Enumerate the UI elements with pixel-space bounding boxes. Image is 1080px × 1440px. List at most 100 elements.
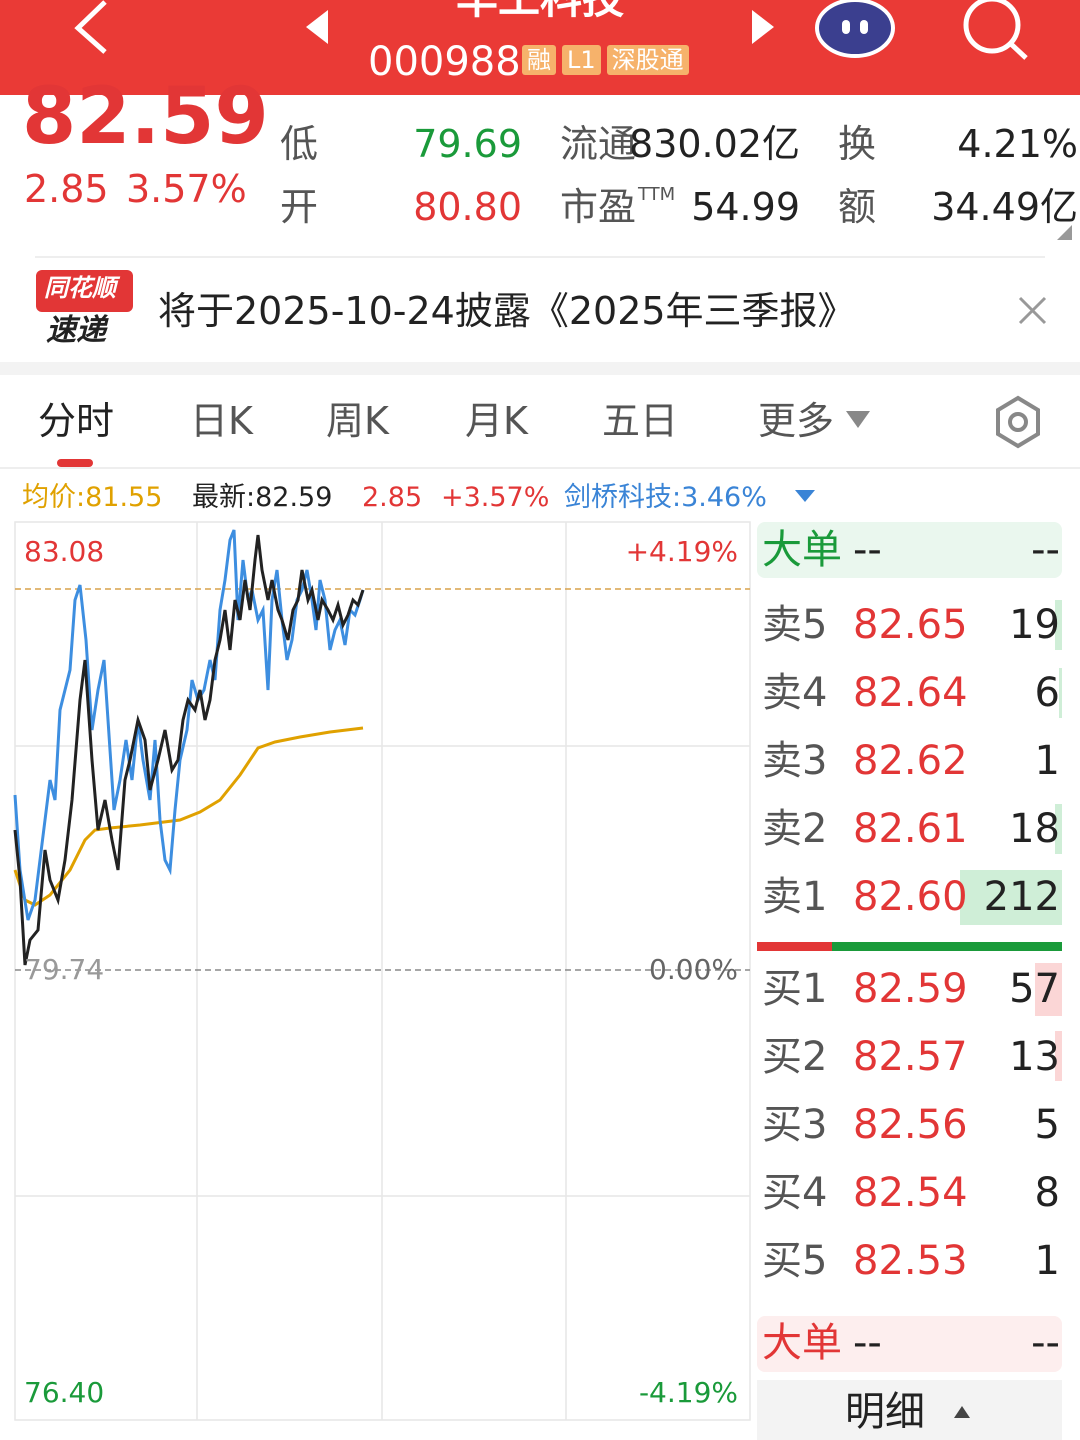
tab[interactable]: 五日 xyxy=(602,399,679,443)
avg-price: 均价:81.55 xyxy=(22,482,163,513)
back-button[interactable] xyxy=(74,0,107,54)
stat-value: 54.99 xyxy=(691,185,800,229)
price-line xyxy=(13,534,365,966)
stat-value: 4.21% xyxy=(957,122,1078,166)
stat-label: 开 xyxy=(280,185,319,229)
ask-volume: 212 xyxy=(983,874,1060,920)
logo-bg xyxy=(36,270,133,312)
big-order-label: 大单 xyxy=(762,1320,842,1366)
detail-arrow xyxy=(954,1406,970,1418)
big-order-price: -- xyxy=(853,527,882,573)
stat-label: 额 xyxy=(838,185,877,229)
detail-button[interactable]: 明细 xyxy=(845,1389,925,1435)
stat-label: 市盈 xyxy=(560,185,637,229)
bid-volume-bars xyxy=(1035,963,1062,1081)
ask-price: 82.61 xyxy=(853,806,968,852)
more-arrow xyxy=(846,411,870,428)
bid-volume: 57 xyxy=(1009,966,1060,1012)
tab[interactable]: 周K xyxy=(326,399,389,443)
ask-volume: 6 xyxy=(1034,670,1060,716)
settings-icon[interactable] xyxy=(996,395,1040,449)
robot-icon[interactable] xyxy=(815,0,895,58)
axis-label: +4.19% xyxy=(625,535,738,568)
ask-label: 卖3 xyxy=(762,738,828,784)
ask-price: 82.64 xyxy=(853,670,968,716)
stat-label: 低 xyxy=(280,122,319,166)
robot-eye xyxy=(842,20,850,34)
ask-label: 卖4 xyxy=(762,670,828,716)
compare-stock[interactable]: 剑桥科技:3.46% xyxy=(564,482,767,513)
tab[interactable]: 分时 xyxy=(38,399,115,443)
close-news[interactable] xyxy=(1018,296,1047,325)
settings-core xyxy=(1008,412,1028,432)
bid-volume: 8 xyxy=(1034,1170,1060,1216)
ask-price: 82.60 xyxy=(853,874,968,920)
tab[interactable]: 更多 xyxy=(758,399,835,443)
tab[interactable]: 日K xyxy=(190,399,253,443)
bid-label: 买5 xyxy=(762,1238,828,1284)
tab-indicator xyxy=(57,459,93,467)
big-order-bg xyxy=(757,1316,1062,1372)
bid-price: 82.57 xyxy=(853,1034,968,1080)
badge: 融 xyxy=(522,45,556,75)
big-order-volume: -- xyxy=(1031,527,1060,573)
bid-label: 买1 xyxy=(762,966,828,1012)
bid-label: 买4 xyxy=(762,1170,828,1216)
stat-label: 流通 xyxy=(560,122,637,166)
stock-name: 华工科技 xyxy=(0,0,1080,20)
ask-price: 82.65 xyxy=(853,602,968,648)
badge: L1 xyxy=(562,45,601,75)
stat-label: 换 xyxy=(838,122,877,166)
ask-volume: 19 xyxy=(1009,602,1060,648)
ask1-volume-bar xyxy=(960,870,1062,925)
bid-label: 买2 xyxy=(762,1034,828,1080)
ask-label: 卖1 xyxy=(762,874,828,920)
stat-value: 830.02亿 xyxy=(629,122,800,166)
logo-bottom: 速递 xyxy=(46,313,106,348)
price: 82.59 xyxy=(22,72,269,162)
corner xyxy=(1057,225,1072,240)
bid-label: 买3 xyxy=(762,1102,828,1148)
big-order-label: 大单 xyxy=(762,527,842,573)
bid-volume: 1 xyxy=(1034,1238,1060,1284)
buy-ratio xyxy=(757,942,832,951)
axis-label: -4.19% xyxy=(638,1376,738,1409)
avg-line xyxy=(13,726,364,907)
sell-ratio xyxy=(832,942,1062,951)
ask-volume: 1 xyxy=(1034,738,1060,784)
detail-bg[interactable] xyxy=(757,1380,1062,1440)
big-order-volume: -- xyxy=(1031,1320,1060,1366)
info-change: 2.85 xyxy=(362,482,423,513)
axis-label: 79.74 xyxy=(24,953,105,986)
news-text[interactable]: 将于2025-10-24披露《2025年三季报》 xyxy=(158,289,856,333)
ask-volume-bars xyxy=(1055,600,1062,854)
info-change-pct: +3.57% xyxy=(441,482,550,513)
badges: 融 L1 深股通 xyxy=(522,45,689,75)
compare-arrow[interactable] xyxy=(795,490,815,502)
stock-code: 000988 xyxy=(368,39,521,85)
stat-value: 34.49亿 xyxy=(931,185,1078,229)
bid-price: 82.53 xyxy=(853,1238,968,1284)
stat-sup: TTM xyxy=(638,184,676,205)
search-handle xyxy=(1009,42,1028,60)
tab[interactable]: 月K xyxy=(465,399,528,443)
search-icon[interactable] xyxy=(963,0,1021,54)
robot-eye xyxy=(860,20,868,34)
bid-price: 82.54 xyxy=(853,1170,968,1216)
prev-stock[interactable] xyxy=(306,10,328,44)
next-stock[interactable] xyxy=(752,10,774,44)
gap xyxy=(0,362,1080,375)
change-pct: 3.57% xyxy=(126,167,247,211)
axis-label: 76.40 xyxy=(24,1376,105,1409)
big-order-price: -- xyxy=(853,1320,882,1366)
bid-volume: 13 xyxy=(1009,1034,1060,1080)
bid-volume: 5 xyxy=(1034,1102,1060,1148)
stat-value: 80.80 xyxy=(413,185,522,229)
ask-volume: 18 xyxy=(1009,806,1060,852)
stat-value: 79.69 xyxy=(413,122,522,166)
axis-label: 0.00% xyxy=(649,953,738,986)
big-order-bg xyxy=(757,522,1062,578)
badge: 深股通 xyxy=(606,45,689,75)
